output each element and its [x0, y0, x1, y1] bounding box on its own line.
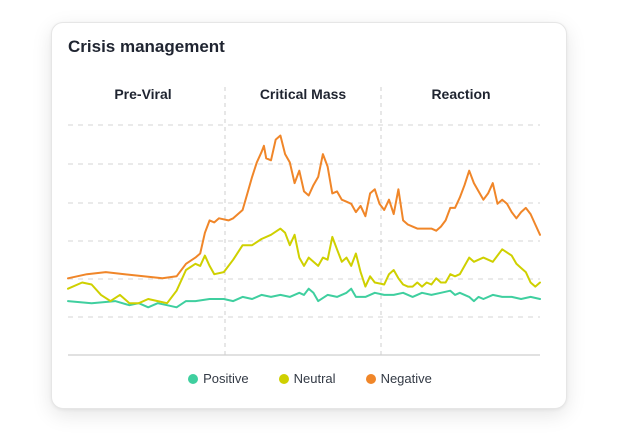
phase-label-pre-viral: Pre-Viral	[114, 86, 171, 102]
phase-label-reaction: Reaction	[431, 86, 490, 102]
legend-dot-icon	[365, 373, 376, 384]
legend-label: Positive	[203, 371, 249, 386]
series-line-positive	[67, 287, 541, 309]
legend-item-neutral: Neutral	[278, 371, 336, 386]
chart-plot: Pre-Viral Critical Mass Reaction	[67, 86, 541, 356]
series-line-neutral	[67, 227, 541, 305]
legend-dot-icon	[278, 373, 289, 384]
legend-label: Negative	[380, 371, 432, 386]
chart-legend: Positive Neutral Negative	[52, 371, 568, 386]
legend-item-positive: Positive	[188, 371, 249, 386]
legend-dot-icon	[188, 373, 199, 384]
legend-label: Neutral	[293, 371, 336, 386]
chart-card: Crisis management Pre-Viral Critical Mass…	[51, 22, 567, 409]
legend-item-negative: Negative	[365, 371, 432, 386]
chart-title: Crisis management	[68, 37, 225, 56]
phase-label-critical-mass: Critical Mass	[260, 86, 347, 102]
series-line-negative	[67, 134, 541, 280]
